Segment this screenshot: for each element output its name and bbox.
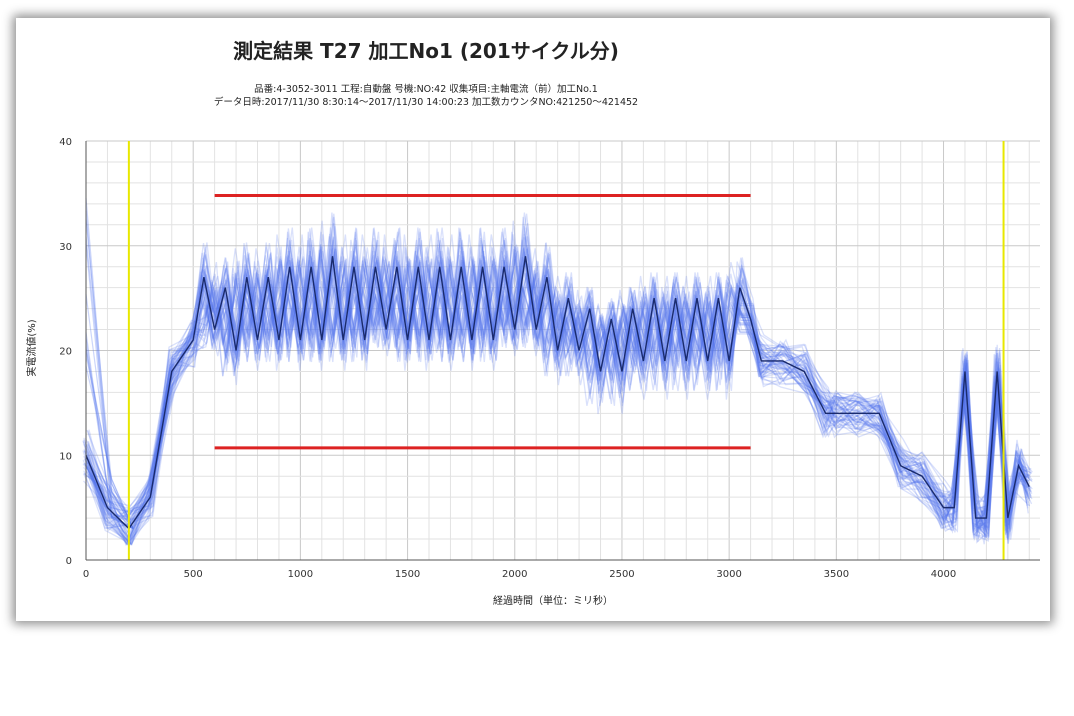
cycle-line: [87, 286, 1033, 546]
cycle-line: [86, 254, 1031, 546]
x-axis-label: 経過時間（単位：ミリ秒）: [493, 594, 613, 607]
cycle-line: [86, 246, 1031, 541]
y-axis-label: 実電流値(%): [25, 319, 38, 376]
startup-line: [85, 244, 134, 530]
cycle-line: [83, 248, 1030, 540]
x-tick-label: 2000: [502, 569, 527, 580]
y-tick-label: 10: [59, 451, 72, 462]
y-tick-label: 30: [59, 242, 72, 253]
cycle-line: [87, 237, 1030, 534]
cycle-line: [87, 216, 1027, 532]
startup-line: [85, 219, 134, 529]
x-tick-label: 1500: [395, 569, 420, 580]
startup-line: [85, 332, 134, 530]
x-tick-label: 500: [184, 569, 203, 580]
cycle-line: [82, 278, 1033, 543]
y-tick-label: 0: [66, 556, 72, 567]
chart-subtitle-line-1: 品番:4-3052-3011 工程:自動盤 号機:NO:42 収集項目:主軸電流…: [254, 83, 598, 95]
cycle-line: [83, 282, 1032, 538]
series-layer: [82, 197, 1033, 546]
cycle-line: [83, 264, 1029, 529]
cycle-line: [83, 278, 1033, 544]
startup-line: [85, 294, 134, 529]
y-tick-label: 20: [59, 347, 72, 358]
cycle-line: [86, 223, 1032, 526]
cycle-line: [87, 268, 1032, 536]
cycle-line: [86, 212, 1029, 524]
startup-line: [85, 346, 134, 530]
cycle-line: [85, 287, 1029, 546]
x-tick-label: 4000: [931, 569, 956, 580]
startup-line: [85, 365, 134, 529]
cycle-line: [86, 226, 1031, 530]
cycle-line: [82, 248, 1029, 542]
chart-subtitle-line-2: データ日時:2017/11/30 8:30:14～2017/11/30 14:0…: [214, 96, 638, 108]
cycle-line: [83, 231, 1032, 546]
x-tick-label: 1000: [288, 569, 313, 580]
cycle-line: [84, 265, 1031, 530]
cycle-line: [85, 280, 1030, 539]
y-tick-label: 40: [59, 137, 72, 148]
x-tick-label: 3000: [716, 569, 741, 580]
cycle-line: [83, 272, 1028, 543]
cycle-line: [84, 233, 1030, 512]
cycle-line: [85, 255, 1028, 545]
startup-line: [85, 197, 134, 529]
cycle-line: [88, 213, 1031, 534]
cycle-line: [87, 247, 1029, 530]
representative-series-line: [85, 256, 1030, 530]
axes: [85, 141, 1040, 561]
cycle-line: [85, 259, 1031, 528]
cycle-line: [84, 256, 1030, 546]
cycle-line: [86, 288, 1030, 546]
cycle-line: [88, 271, 1031, 546]
x-tick-label: 2500: [609, 569, 634, 580]
cycle-line: [85, 227, 1028, 519]
cycle-line: [84, 286, 1029, 541]
cycle-line: [82, 239, 1032, 542]
startup-line: [85, 354, 134, 529]
cycle-line: [82, 277, 1033, 546]
chart-canvas: 測定結果 T27 加工No1 (201サイクル分) 品番:4-3052-3011…: [25, 39, 1040, 607]
x-tick-label: 3500: [824, 569, 849, 580]
cycle-line: [87, 243, 1032, 541]
tick-labels: 0 500 1000 1500 2000 2500 3000 3500 4000 0 10 20 30 4…: [59, 137, 956, 580]
startup-line: [85, 236, 134, 529]
cycle-line: [88, 272, 1029, 546]
cycle-line: [87, 236, 1029, 535]
cycle-line: [82, 248, 1032, 541]
reference-lines: [127, 141, 1005, 560]
startup-line: [85, 210, 134, 530]
cycle-line: [83, 220, 1028, 529]
chart-frame: 測定結果 T27 加工No1 (201サイクル分) 品番:4-3052-3011…: [16, 18, 1050, 621]
cycle-line: [83, 287, 1029, 539]
grid: [85, 140, 1040, 561]
cycle-line: [82, 251, 1030, 531]
chart-title: 測定結果 T27 加工No1 (201サイクル分): [233, 39, 619, 63]
x-tick-label: 0: [83, 569, 89, 580]
cycle-line: [86, 273, 1029, 544]
cycle-line: [86, 236, 1033, 522]
startup-line: [85, 348, 134, 529]
